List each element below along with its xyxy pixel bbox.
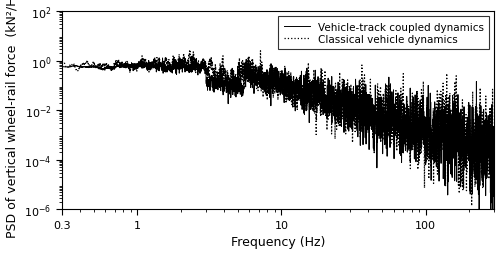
Vehicle-track coupled dynamics [134,63,140,66]
Classical vehicle dynamics [108,67,114,70]
Vehicle-track coupled dynamics [160,57,166,60]
Vehicle-track coupled dynamics [59,66,65,69]
Classical vehicle dynamics [468,204,474,208]
Classical vehicle dynamics [59,62,65,65]
X-axis label: Frequency (Hz): Frequency (Hz) [231,235,326,248]
Classical vehicle dynamics [224,72,230,75]
Classical vehicle dynamics [244,64,250,67]
Vehicle-track coupled dynamics [492,176,498,179]
Classical vehicle dynamics [436,128,442,131]
Classical vehicle dynamics [258,50,264,53]
Y-axis label: PSD of vertical wheel-rail force  (kN²/Hz): PSD of vertical wheel-rail force (kN²/Hz… [6,0,18,237]
Vehicle-track coupled dynamics [483,152,489,155]
Line: Vehicle-track coupled dynamics: Vehicle-track coupled dynamics [62,59,494,236]
Classical vehicle dynamics [134,70,140,73]
Classical vehicle dynamics [492,160,498,163]
Line: Classical vehicle dynamics: Classical vehicle dynamics [62,52,494,206]
Vehicle-track coupled dynamics [108,66,114,69]
Vehicle-track coupled dynamics [244,73,250,76]
Legend: Vehicle-track coupled dynamics, Classical vehicle dynamics: Vehicle-track coupled dynamics, Classica… [278,17,489,50]
Vehicle-track coupled dynamics [225,80,231,83]
Vehicle-track coupled dynamics [490,234,496,237]
Classical vehicle dynamics [483,120,489,123]
Vehicle-track coupled dynamics [436,141,442,145]
